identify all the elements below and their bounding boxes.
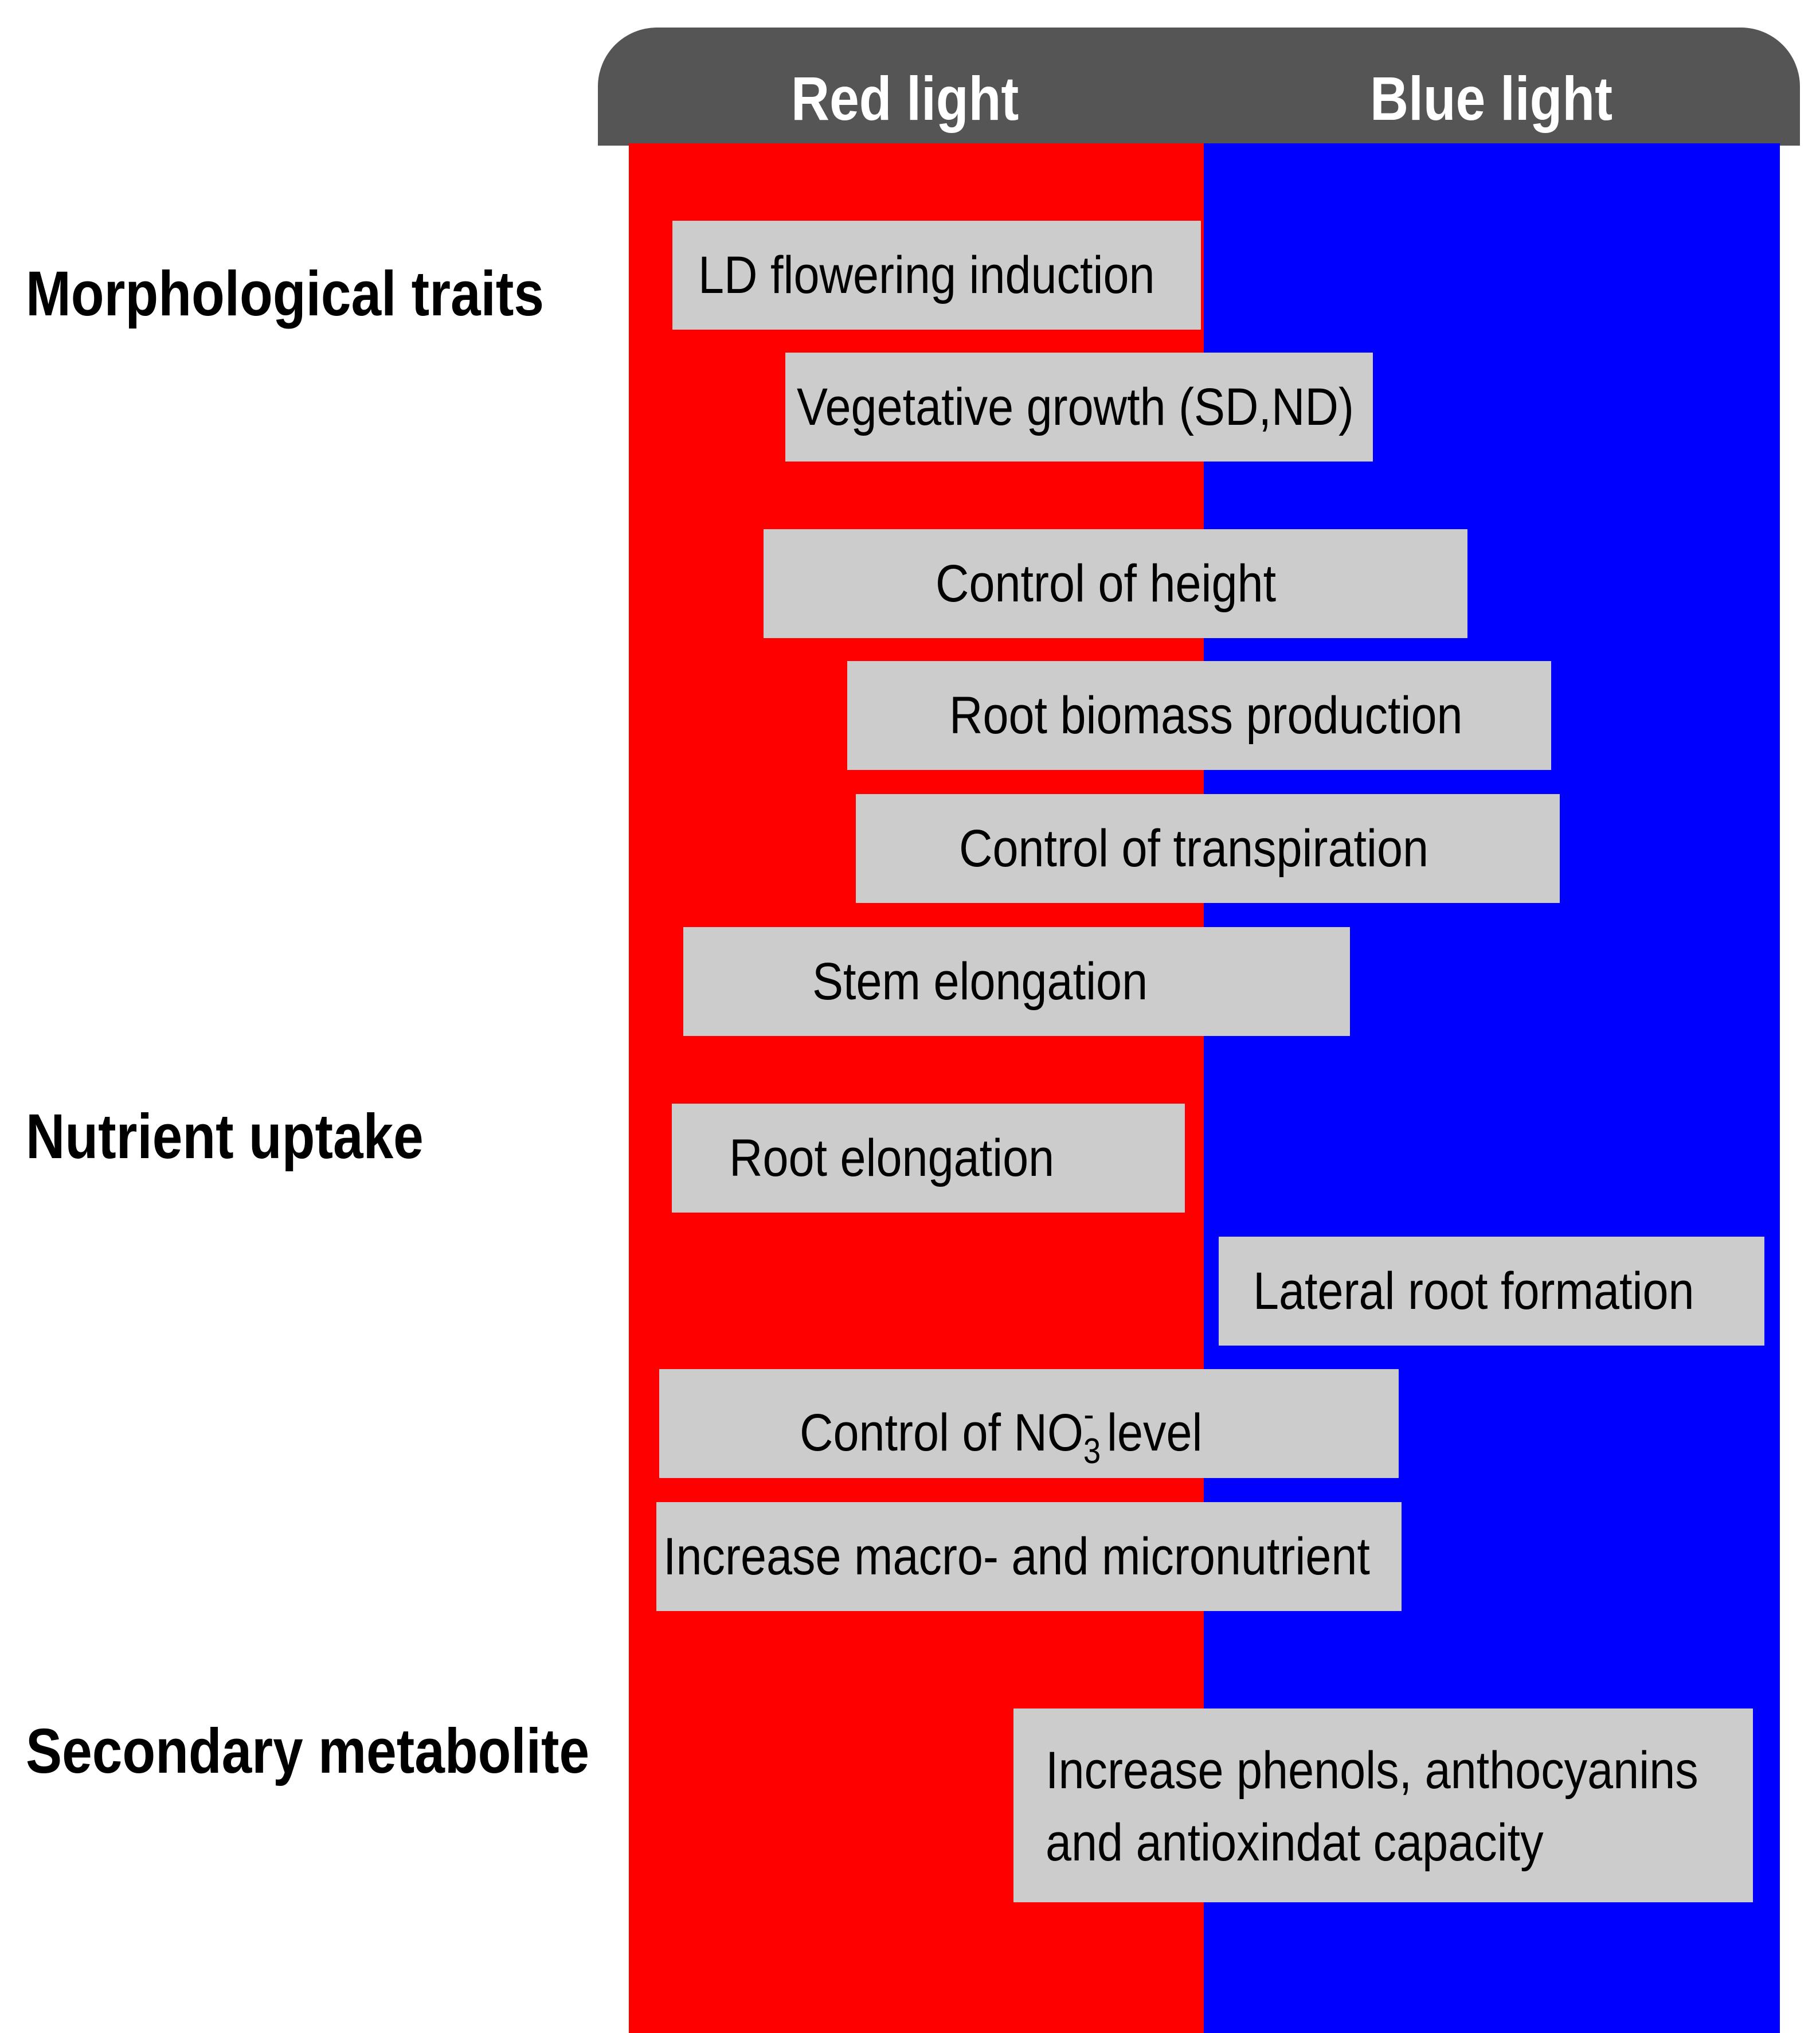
box-label: Vegetative growth (SD,ND) (797, 378, 1354, 436)
box-label: Lateral root formation (1253, 1262, 1694, 1320)
box-increase-macro-micronutrient: Increase macro- and micronutrient (656, 1502, 1402, 1611)
box-stem-elongation: Stem elongation (683, 927, 1350, 1036)
box-label: Root biomass production (949, 686, 1463, 745)
category-morphological-traits: Morphological traits (26, 259, 545, 329)
red-light-label: Red light (791, 64, 1019, 133)
box-label: Root elongation (729, 1129, 1055, 1187)
box-label: Stem elongation (812, 952, 1148, 1011)
no3-superscript: - (1083, 1395, 1094, 1434)
box-control-of-height: Control of height (764, 529, 1467, 638)
box-label-line2: and antioxindat capacity (1046, 1813, 1544, 1872)
box-vegetative-growth: Vegetative growth (SD,ND) (785, 353, 1373, 462)
box-increase-phenols-anthocyanins: Increase phenols, anthocyanins and antio… (1013, 1708, 1753, 1902)
box-control-of-transpiration: Control of transpiration (856, 794, 1560, 903)
box-label-line1: Increase phenols, anthocyanins (1046, 1741, 1698, 1800)
category-secondary-metabolite: Secondary metabolite (26, 1716, 590, 1786)
box-root-biomass-production: Root biomass production (847, 661, 1551, 770)
box-label: Control of transpiration (959, 819, 1429, 878)
category-nutrient-uptake: Nutrient uptake (26, 1101, 424, 1172)
no3-subscript: 3 (1083, 1432, 1101, 1471)
box-lateral-root-formation: Lateral root formation (1219, 1237, 1764, 1346)
box-label: LD flowering induction (698, 246, 1155, 304)
no3-prefix: Control of NO (800, 1403, 1083, 1462)
header-bar (598, 28, 1800, 146)
box-ld-flowering-induction: LD flowering induction (672, 221, 1201, 330)
no3-suffix: level (1094, 1403, 1203, 1462)
box-control-of-no3-level: Control of NO3- level (659, 1369, 1399, 1478)
blue-light-label: Blue light (1370, 64, 1613, 133)
box-root-elongation: Root elongation (672, 1104, 1185, 1213)
box-label: Increase macro- and micronutrient (663, 1527, 1370, 1586)
box-label: Control of height (936, 554, 1277, 613)
box-label: Control of NO3- level (800, 1397, 1203, 1469)
